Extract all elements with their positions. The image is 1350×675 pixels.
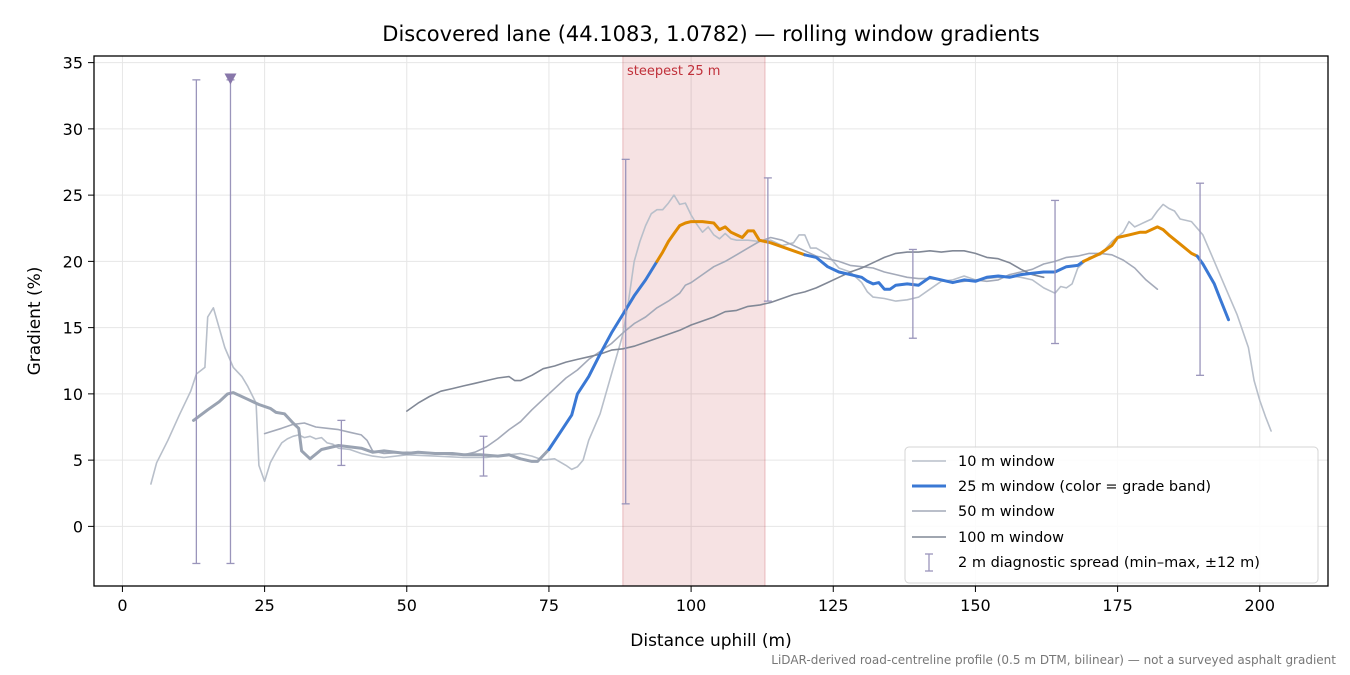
x-tick-label: 100 [676, 596, 707, 615]
y-tick-label: 35 [63, 54, 83, 73]
series-line-25m-lead [192, 391, 551, 463]
y-tick-label: 30 [63, 120, 83, 139]
legend-label-100m: 100 m window [958, 530, 1064, 546]
plot-frame [93, 55, 1329, 587]
series-line-25m-high-band [655, 220, 807, 263]
steepest-highlight [622, 55, 766, 587]
x-tick-label: 0 [117, 596, 127, 615]
x-axis-label: Distance uphill (m) [630, 631, 791, 651]
y-tick-label: 0 [73, 517, 83, 536]
y-tick-label: 20 [63, 252, 83, 271]
y-axis-label: Gradient (%) [25, 267, 45, 376]
series-line-25m-low-band [1195, 254, 1230, 322]
legend-label-spread: 2 m diagnostic spread (min–max, ±12 m) [958, 555, 1260, 571]
y-tick-label: 25 [63, 186, 83, 205]
legend-swatch-spread [925, 553, 933, 572]
steepest-25m-band [622, 55, 766, 587]
y-tick-label: 15 [63, 319, 83, 338]
y-tick-label: 10 [63, 385, 83, 404]
chart-title: Discovered lane (44.1083, 1.0782) — roll… [382, 22, 1039, 46]
x-tick-label: 175 [1102, 596, 1133, 615]
marker-layer [224, 73, 237, 85]
series-lines [150, 194, 1272, 485]
x-tick-label: 75 [539, 596, 559, 615]
footnote: LiDAR-derived road-centreline profile (0… [771, 653, 1336, 667]
x-tick-label: 25 [254, 596, 274, 615]
max-marker-triangle [224, 73, 237, 85]
legend-label-50m: 50 m window [958, 504, 1055, 520]
y-tick-label: 5 [73, 451, 83, 470]
series-line-25m-high-band [1082, 225, 1199, 263]
series-line-25m-low-band [547, 259, 659, 451]
x-tick-label: 200 [1244, 596, 1275, 615]
legend-label-10m: 10 m window [958, 454, 1055, 470]
highlight-label: steepest 25 m [627, 64, 720, 79]
legend-label-25m: 25 m window (color = grade band) [958, 479, 1211, 495]
x-tick-label: 50 [397, 596, 417, 615]
series-line-25m-low-band [803, 253, 1085, 291]
x-tick-label: 125 [818, 596, 849, 615]
axis-ticks: 0 25 50 75 100 125 150 175 200 0 5 10 15 20 25 30 35 [63, 54, 1275, 615]
legend-box [904, 446, 1319, 584]
diagnostic-spread-bars [192, 79, 1205, 565]
series-line-100-m-window [406, 250, 1045, 412]
legend: 10 m window 25 m window (color = grade b… [904, 446, 1319, 584]
x-tick-label: 150 [960, 596, 991, 615]
